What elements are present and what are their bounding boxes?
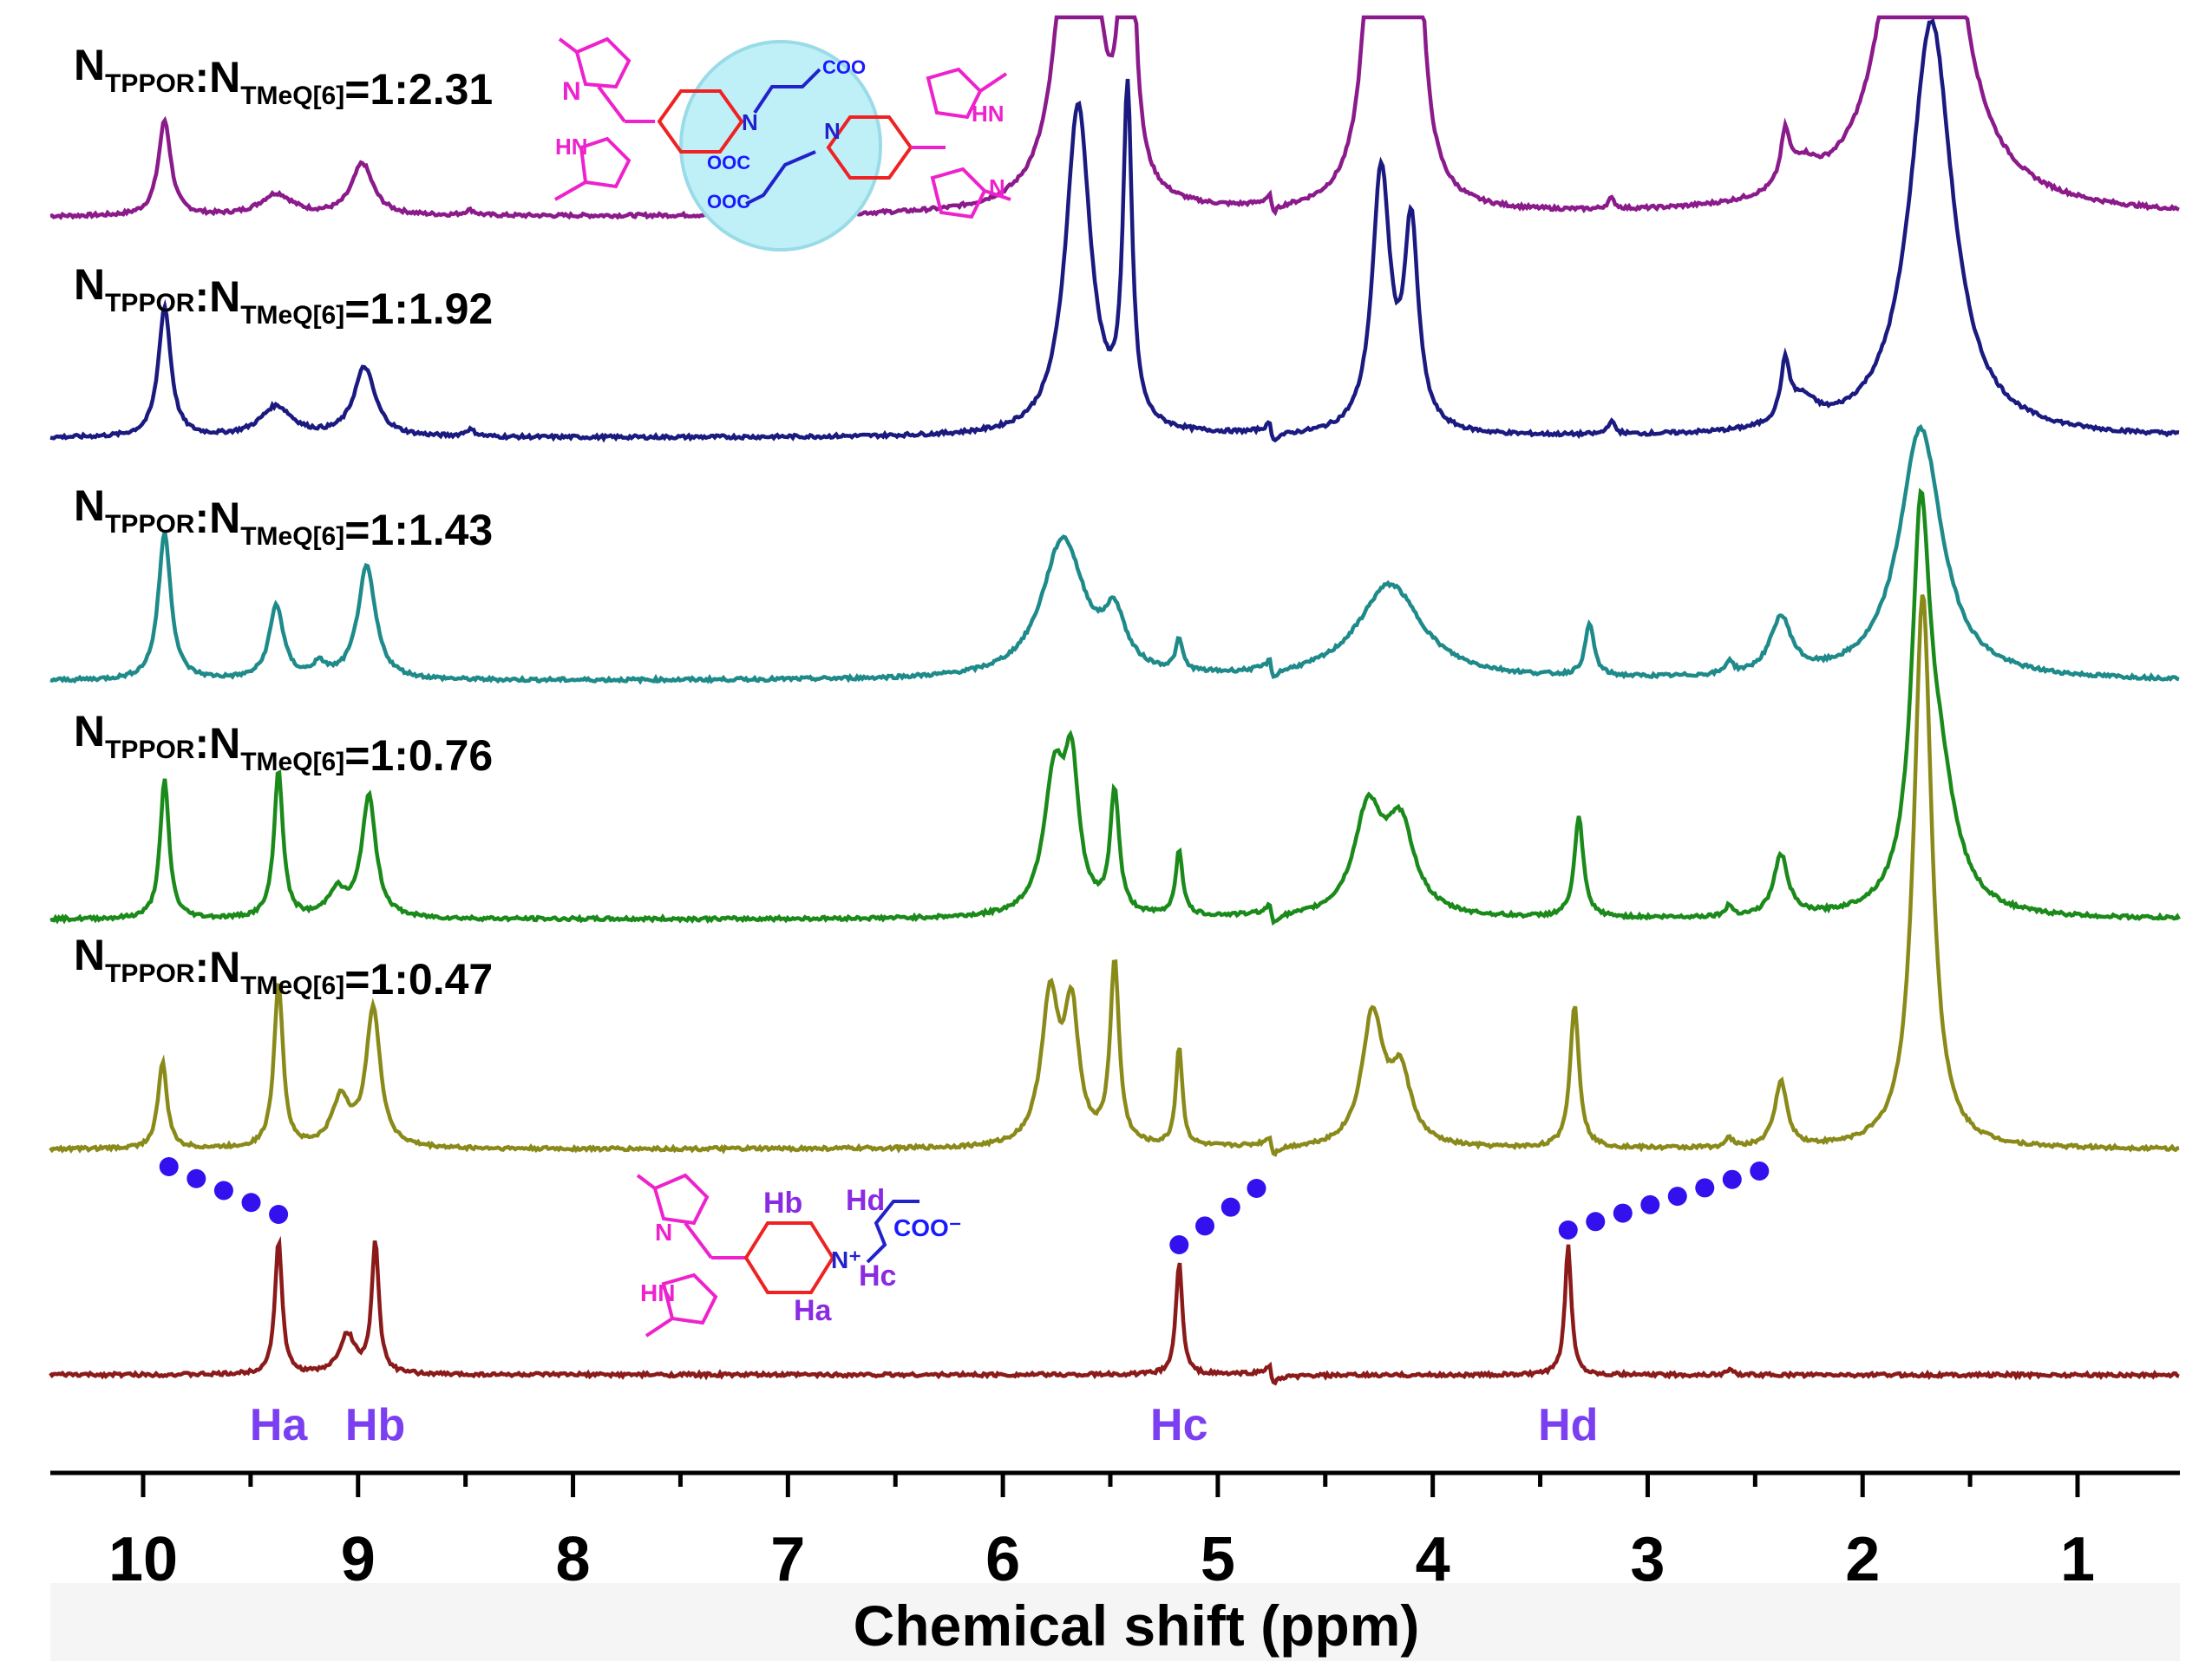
struct-nplus-left: N	[742, 109, 758, 135]
x-tick-label: 7	[770, 1525, 805, 1594]
shift-dot	[1695, 1178, 1715, 1198]
spectrum-line-5	[49, 594, 2180, 1157]
ratio-labels: NTPPOR:NTMeQ[6]=1:2.31 NTPPOR:NTMeQ[6]=1:…	[74, 41, 493, 1004]
spectrum-line-4	[49, 487, 2181, 926]
shift-dot	[213, 1181, 233, 1201]
proton-label-ha: Ha	[250, 1400, 309, 1450]
proton-label-hc: Hc	[1150, 1400, 1207, 1450]
left-dipyrrin-fragment	[554, 36, 655, 201]
struct-coo-mid: OOC	[707, 152, 750, 173]
struct-n-left: N	[562, 77, 581, 106]
shift-dot	[269, 1205, 289, 1224]
ratio-label-5: NTPPOR:NTMeQ[6]=1:0.47	[74, 931, 493, 1004]
guest-hc-label: Hc	[859, 1260, 896, 1292]
x-tick-label: 2	[1845, 1525, 1880, 1594]
x-tick-label: 8	[556, 1525, 591, 1594]
x-tick-label: 3	[1630, 1525, 1665, 1594]
shift-dot	[1722, 1169, 1742, 1189]
tmeq6-ring	[679, 40, 882, 252]
struct-hn-left: HN	[555, 134, 588, 160]
x-tick-label: 1	[2060, 1525, 2095, 1594]
spectrum-line-3	[49, 423, 2180, 685]
x-tick-label: 6	[985, 1525, 1020, 1594]
guest-nplus: N⁺	[831, 1246, 861, 1273]
shift-dot	[1247, 1179, 1266, 1198]
guest-structure: N HN N⁺ Hb Hd COO⁻ Hc Ha	[636, 1173, 962, 1338]
ratio-label-1: NTPPOR:NTMeQ[6]=1:2.31	[74, 41, 493, 114]
x-tick-label: 9	[341, 1525, 376, 1594]
shift-dot	[187, 1168, 206, 1188]
shift-dot	[241, 1193, 261, 1213]
struct-nh-right: HN	[972, 101, 1005, 127]
shift-dot	[1169, 1235, 1189, 1254]
shift-dot	[1221, 1197, 1240, 1217]
ratio-label-3: NTPPOR:NTMeQ[6]=1:1.43	[74, 481, 493, 554]
spectrum-line-2	[49, 18, 2180, 443]
guest-ha-label: Ha	[794, 1294, 833, 1327]
spectra-group	[49, 15, 2181, 1386]
guest-pyridinium	[743, 1221, 835, 1294]
shift-dot	[1667, 1187, 1687, 1207]
linker-bottom	[745, 150, 816, 206]
guest-n: N	[655, 1219, 672, 1246]
proton-label-hb: Hb	[345, 1400, 405, 1450]
shift-dot	[159, 1157, 179, 1176]
struct-coo-bottom: OOC	[707, 191, 750, 213]
host-guest-structure: N HN N COO OOC OOC N HN N	[554, 36, 1011, 252]
x-tick-label: 5	[1201, 1525, 1235, 1594]
spectrum-line-6	[49, 1235, 2180, 1386]
x-tick-label: 4	[1416, 1525, 1450, 1594]
ratio-label-4: NTPPOR:NTMeQ[6]=1:0.76	[74, 707, 493, 780]
shift-dot	[1750, 1161, 1770, 1181]
shift-dot	[1586, 1212, 1606, 1232]
shift-dot	[1195, 1216, 1215, 1236]
shift-dot	[1640, 1194, 1660, 1214]
spectrum-line-1	[49, 15, 2180, 220]
struct-nplus-right: N	[824, 118, 841, 144]
guest-linker	[866, 1200, 919, 1264]
right-dipyrrin-fragment	[911, 67, 1011, 219]
shift-dot	[1613, 1203, 1633, 1223]
guest-hn: HN	[640, 1279, 675, 1306]
guest-dipyrrin	[636, 1173, 746, 1338]
x-axis-title: Chemical shift (ppm)	[854, 1593, 1420, 1658]
struct-n-right: N	[989, 174, 1005, 200]
guest-hd-label: Hd	[846, 1184, 885, 1217]
left-pyridinium-ring	[657, 89, 744, 154]
proton-labels: Ha Hb Hc Hd	[250, 1400, 1599, 1450]
guest-hb-label: Hb	[763, 1187, 802, 1220]
shift-dot-trails	[159, 1157, 1770, 1254]
axis-title-background	[50, 1583, 2180, 1661]
x-tick-label: 10	[108, 1525, 178, 1594]
ratio-label-2: NTPPOR:NTMeQ[6]=1:1.92	[74, 260, 493, 333]
linker-top	[753, 68, 821, 115]
proton-label-hd: Hd	[1538, 1400, 1598, 1450]
x-axis-ticks: 10 9 8 7 6 5 4 3 2 1	[108, 1473, 2095, 1594]
struct-coo-top: COO	[822, 56, 866, 78]
guest-coo-label: COO⁻	[893, 1214, 962, 1241]
shift-dot	[1558, 1220, 1578, 1240]
